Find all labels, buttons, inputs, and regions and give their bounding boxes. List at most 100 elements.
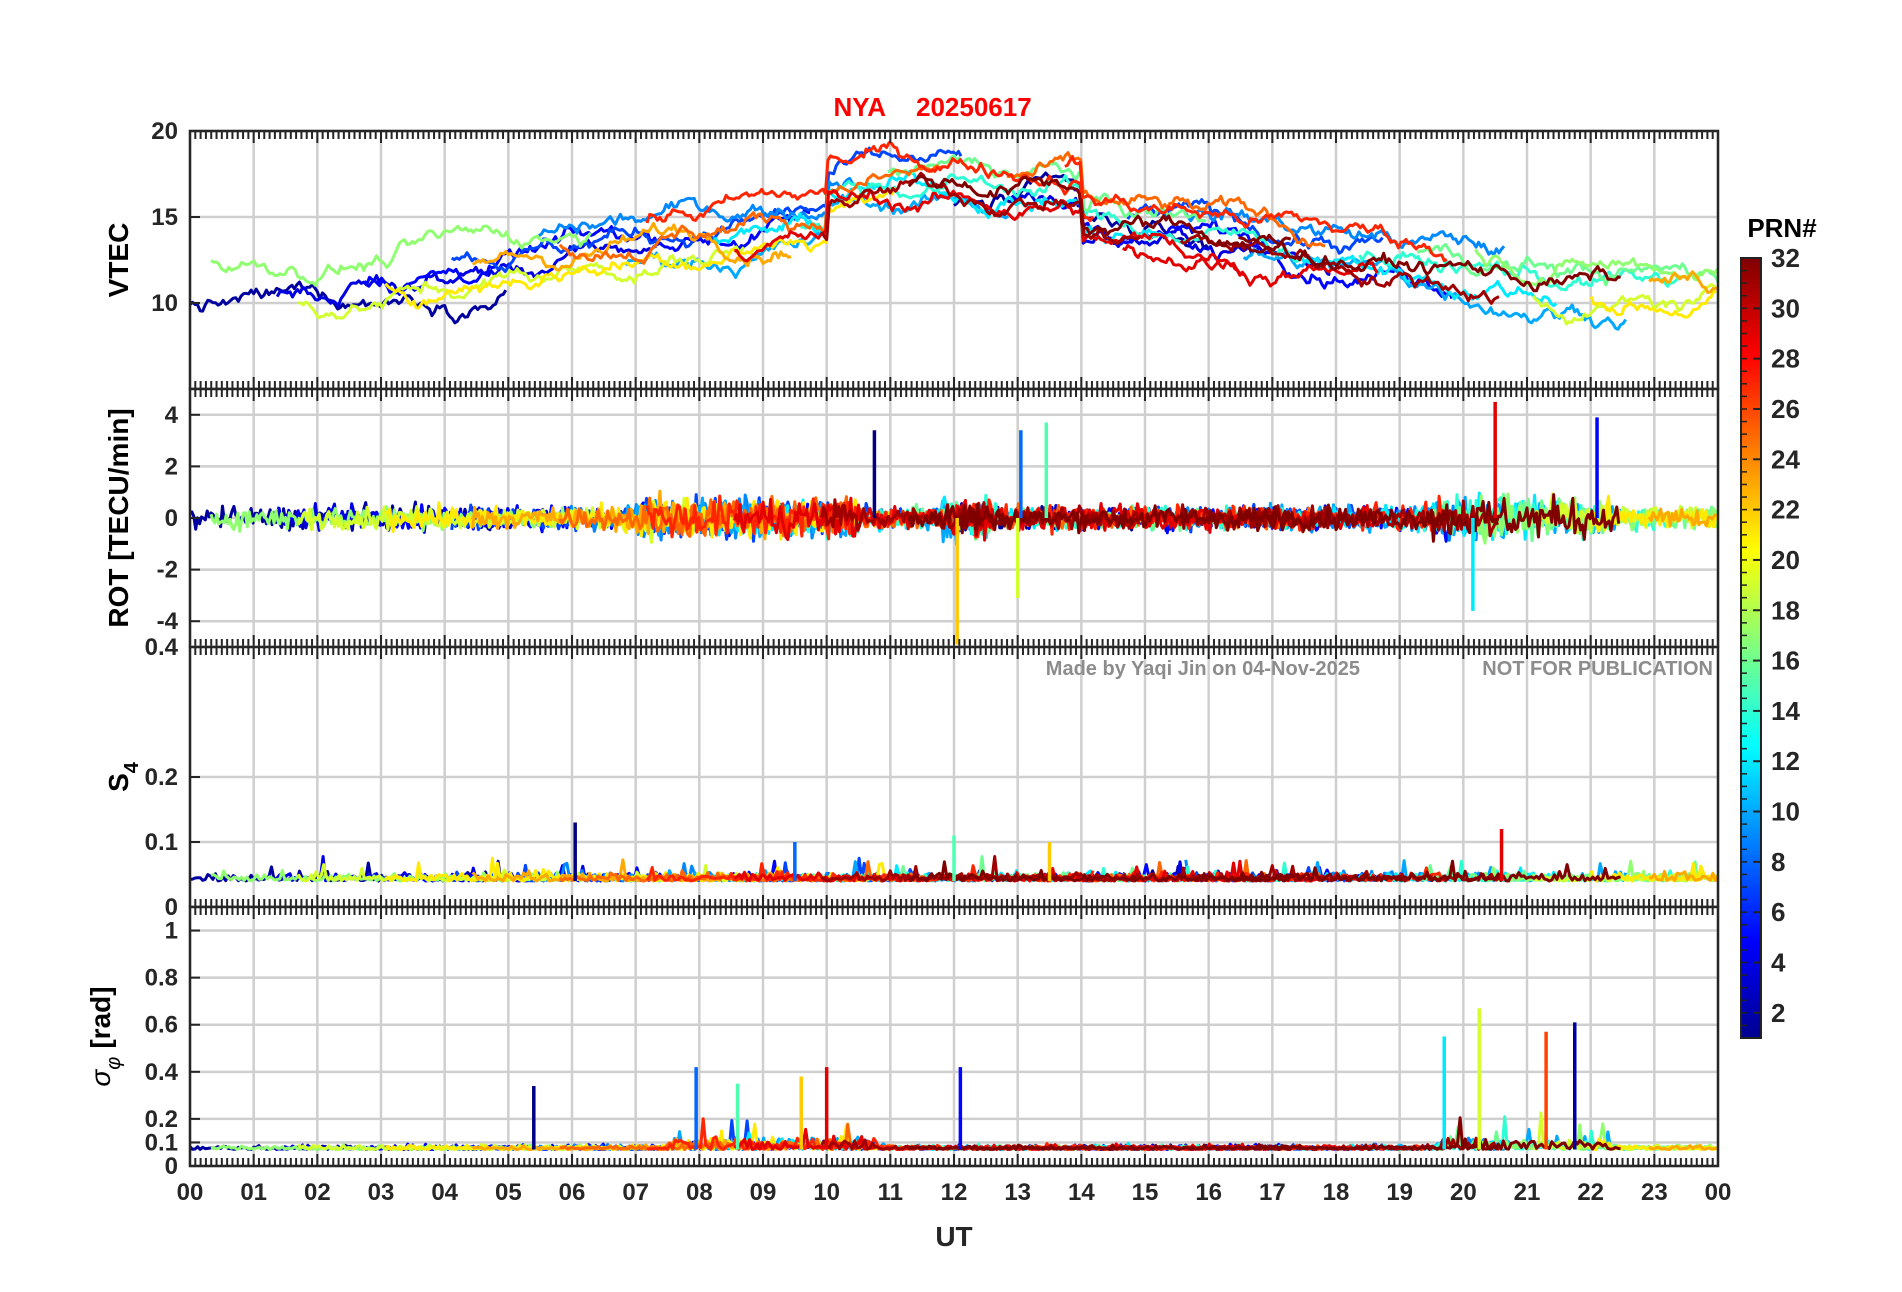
series-line-prn-32 bbox=[907, 502, 1293, 535]
x-tick-label: 00 bbox=[1705, 1179, 1732, 1206]
colorbar-tick-label: 26 bbox=[1771, 394, 1800, 424]
y-tick-label: 0 bbox=[165, 894, 178, 921]
x-tick-label: 02 bbox=[304, 1179, 331, 1206]
y-tick-label: -2 bbox=[157, 557, 178, 584]
y-tick-label: 0 bbox=[165, 505, 178, 532]
x-tick-label: 11 bbox=[878, 1179, 903, 1206]
series-line-prn-25 bbox=[1006, 151, 1326, 248]
x-tick-label: 19 bbox=[1386, 1179, 1413, 1206]
colorbar-tick-label: 14 bbox=[1771, 696, 1800, 726]
colorbar-tick-label: 2 bbox=[1771, 998, 1785, 1028]
panel-rot: -4 -2 0 2 4 ROT [TECU/min] bbox=[103, 387, 1720, 649]
series-line-prn-23 bbox=[1648, 270, 1718, 295]
y-axis-label: S4 bbox=[103, 761, 143, 792]
y-tick-label: 4 bbox=[165, 402, 179, 429]
colorbar-tick-label: 20 bbox=[1771, 545, 1800, 575]
x-tick-label: 15 bbox=[1132, 1179, 1159, 1206]
colorbar-tick-label: 28 bbox=[1771, 344, 1800, 374]
x-tick-label: 20 bbox=[1450, 1179, 1477, 1206]
x-tick-label: 06 bbox=[559, 1179, 586, 1206]
x-tick-label: 08 bbox=[686, 1179, 713, 1206]
series-line-prn-32 bbox=[908, 1143, 1292, 1151]
series-line-prn-19 bbox=[297, 245, 746, 320]
series-line-prn-32 bbox=[1237, 493, 1621, 543]
x-tick-label: 00 bbox=[177, 1179, 204, 1206]
y-tick-label: 0 bbox=[165, 1153, 178, 1180]
series-line-prn-23 bbox=[1647, 507, 1718, 528]
series-line-prn-2 bbox=[190, 280, 508, 325]
colorbar-tick-label: 32 bbox=[1771, 243, 1800, 273]
series-line-prn-27 bbox=[1064, 155, 1448, 263]
y-tick-label: 2 bbox=[165, 453, 178, 480]
series-line-prn-31 bbox=[1179, 233, 1500, 305]
title-date: 20250617 bbox=[916, 92, 1032, 122]
panel-s4: 0 0.1 0.2 0.4 S4 bbox=[103, 634, 1720, 921]
figure-title: NYA 20250617 bbox=[833, 92, 1031, 122]
y-tick-label: 0.1 bbox=[145, 1129, 178, 1156]
y-tick-label: -4 bbox=[157, 608, 179, 635]
y-tick-label: 20 bbox=[151, 118, 178, 145]
colorbar-tick-label: 30 bbox=[1771, 293, 1800, 323]
y-tick-label: 0.8 bbox=[145, 965, 178, 992]
series-line-prn-27 bbox=[645, 141, 1095, 224]
series-line-prn-4 bbox=[275, 238, 657, 308]
series-line-prn-5 bbox=[363, 208, 811, 295]
x-tick-label: 17 bbox=[1259, 1179, 1286, 1206]
series-line-prn-23 bbox=[1648, 1143, 1718, 1151]
y-tick-label: 0.2 bbox=[145, 764, 178, 791]
x-tick-label: 13 bbox=[1004, 1179, 1031, 1206]
series-line-prn-25 bbox=[558, 164, 943, 265]
x-tick-label: 22 bbox=[1577, 1179, 1604, 1206]
series-traces bbox=[190, 1008, 1718, 1151]
colorbar-tick-label: 16 bbox=[1771, 646, 1800, 676]
watermark-author: Made by Yaqi Jin on 04-Nov-2025 bbox=[1046, 658, 1360, 680]
title-station: NYA bbox=[833, 92, 886, 122]
y-tick-label: 0.2 bbox=[145, 1106, 178, 1133]
series-traces bbox=[190, 822, 1718, 883]
series-traces bbox=[190, 401, 1718, 645]
y-tick-label: 0.4 bbox=[145, 1059, 179, 1086]
x-tick-label: 09 bbox=[750, 1179, 777, 1206]
series-line-prn-16 bbox=[1416, 243, 1718, 287]
colorbar-tick-label: 24 bbox=[1771, 444, 1800, 474]
series-line-prn-31 bbox=[820, 171, 1141, 246]
series-traces bbox=[190, 141, 1718, 331]
x-tick-label: 14 bbox=[1068, 1179, 1095, 1206]
series-line-prn-32 bbox=[1238, 233, 1621, 293]
y-tick-label: 15 bbox=[151, 204, 178, 231]
series-line-prn-32 bbox=[907, 860, 1293, 883]
colorbar-label: PRN# bbox=[1747, 213, 1817, 243]
y-axis-label: ROT [TECU/min] bbox=[103, 408, 134, 627]
y-tick-label: 0.6 bbox=[145, 1012, 178, 1039]
series-line-prn-23 bbox=[471, 221, 792, 272]
x-tick-label: 10 bbox=[813, 1179, 840, 1206]
x-tick-label: 07 bbox=[622, 1179, 649, 1206]
y-tick-label: 10 bbox=[151, 290, 178, 317]
x-tick-label: 05 bbox=[495, 1179, 522, 1206]
series-line-prn-29 bbox=[734, 189, 1245, 277]
series-line-prn-23 bbox=[1649, 869, 1718, 883]
colorbar-tick-label: 10 bbox=[1771, 797, 1800, 827]
x-tick-label: 03 bbox=[368, 1179, 395, 1206]
x-tick-label: 01 bbox=[240, 1179, 267, 1206]
colorbar-tick-label: 8 bbox=[1771, 847, 1785, 877]
series-line-prn-32 bbox=[1238, 859, 1621, 883]
colorbar-tick-label: 4 bbox=[1771, 948, 1786, 978]
x-tick-label: 16 bbox=[1195, 1179, 1222, 1206]
series-line-prn-9 bbox=[538, 176, 858, 237]
series-line-prn-19 bbox=[1532, 283, 1718, 326]
y-tick-label: 0.4 bbox=[145, 634, 179, 661]
panel-sigma_phi: 00.10.2 0.4 0.6 0.8 1 σφ[rad] 00 01 02 03 04 05 06 07… bbox=[85, 905, 1732, 1252]
x-tick-label: 23 bbox=[1641, 1179, 1668, 1206]
watermark-note: NOT FOR PUBLICATION bbox=[1482, 658, 1713, 680]
colorbar-tick-label: 18 bbox=[1771, 595, 1800, 625]
x-tick-label: 21 bbox=[1514, 1179, 1541, 1206]
y-tick-label: 1 bbox=[165, 918, 178, 945]
colorbar-tick-label: 12 bbox=[1771, 746, 1800, 776]
colorbar-tick-label: 6 bbox=[1771, 897, 1785, 927]
watermark: Made by Yaqi Jin on 04-Nov-2025 NOT FOR … bbox=[1046, 658, 1713, 680]
x-tick-label: 04 bbox=[431, 1179, 458, 1206]
